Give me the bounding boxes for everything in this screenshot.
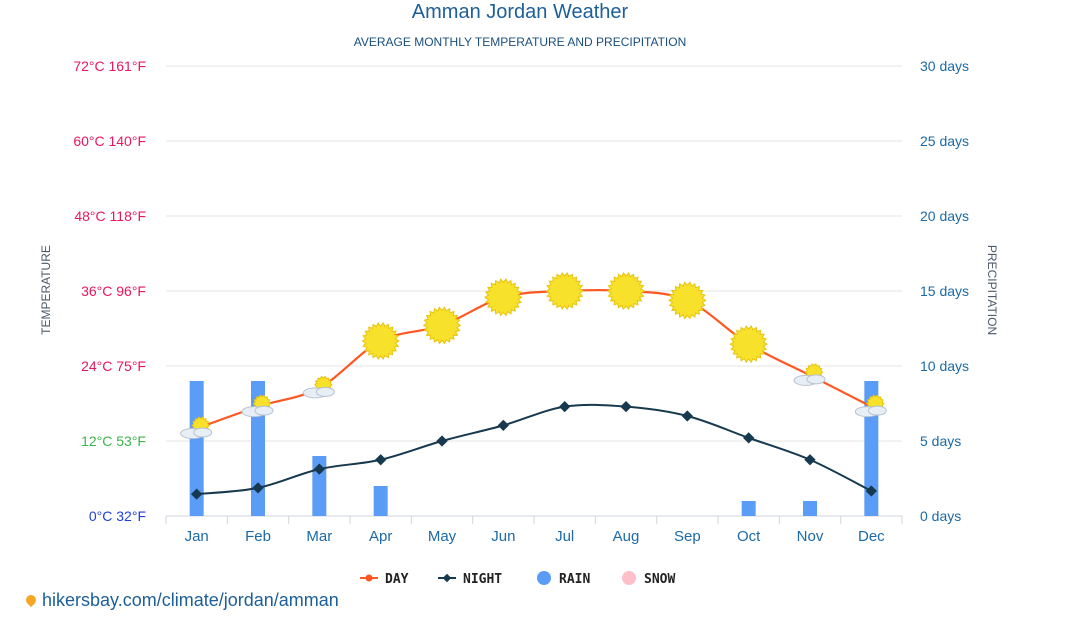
legend-marker-icon — [442, 573, 452, 583]
legend-item-night[interactable]: NIGHT — [438, 572, 502, 587]
legend-label: SNOW — [644, 572, 675, 587]
cloud-shape — [254, 405, 274, 416]
cloud-shape — [806, 374, 826, 385]
night-point — [497, 419, 509, 432]
night-point — [191, 488, 203, 500]
day-line — [196, 288, 872, 430]
x-tick-label: Oct — [737, 528, 761, 545]
sun-icon — [668, 281, 707, 320]
legend-label: DAY — [385, 572, 409, 587]
left-tick-label: 48°C 118°F — [74, 208, 146, 224]
legend-item-snow[interactable]: SNOW — [622, 571, 675, 587]
right-axis-title: PRECIPITATION — [985, 245, 999, 335]
left-axis-title: TEMPERATURE — [39, 245, 53, 335]
night-point — [559, 400, 571, 413]
night-point — [743, 432, 755, 444]
legend-item-day[interactable]: DAY — [360, 572, 409, 587]
legend-label: NIGHT — [463, 572, 502, 587]
x-tick-label: Nov — [797, 528, 824, 545]
x-tick-label: Sep — [674, 528, 701, 545]
left-tick-label: 72°C 161°F — [73, 58, 146, 74]
partly-cloudy-icon — [180, 416, 213, 439]
x-tick-label: May — [428, 528, 457, 545]
partly-cloudy-icon — [241, 394, 274, 418]
partly-cloudy-icon — [793, 363, 826, 386]
chart-title: Amman Jordan Weather — [412, 1, 629, 23]
source-link[interactable]: hikersbay.com/climate/jordan/amman — [23, 590, 339, 611]
x-tick-label: Apr — [369, 528, 392, 545]
x-tick-label: Jan — [185, 528, 209, 545]
sun-core — [430, 313, 454, 338]
left-tick-label: 0°C 32°F — [89, 508, 146, 524]
rain-bar — [803, 501, 817, 516]
x-tick-label: Jul — [555, 528, 574, 545]
chart-subtitle: AVERAGE MONTHLY TEMPERATURE AND PRECIPIT… — [354, 35, 687, 49]
right-tick-label: 5 days — [920, 433, 961, 449]
legend-label: RAIN — [559, 572, 590, 587]
cloud-shape — [315, 386, 335, 397]
x-tick-label: Feb — [245, 528, 271, 545]
legend-dot-icon — [622, 571, 636, 585]
right-tick-label: 0 days — [920, 508, 961, 524]
night-point — [865, 485, 877, 497]
sun-icon — [545, 271, 584, 311]
sun-core — [491, 285, 516, 309]
left-tick-label: 24°C 75°F — [81, 358, 146, 374]
cloud-shape — [193, 427, 213, 438]
night-point — [804, 454, 816, 466]
x-tick-label: Dec — [858, 528, 885, 545]
rain-bar — [741, 501, 756, 516]
sun-icon — [729, 325, 768, 364]
right-tick-label: 15 days — [920, 283, 969, 299]
night-point — [620, 400, 632, 413]
right-tick-label: 30 days — [920, 58, 969, 74]
left-tick-label: 60°C 140°F — [73, 133, 146, 149]
left-tick-label: 36°C 96°F — [81, 283, 146, 299]
right-tick-label: 10 days — [920, 358, 969, 374]
sun-core — [368, 329, 393, 353]
rain-bar — [189, 381, 204, 516]
rain-bars — [189, 381, 879, 516]
sun-core — [552, 279, 577, 303]
sun-icon — [484, 278, 523, 317]
rain-bar — [373, 486, 388, 516]
location-pin-icon — [23, 592, 39, 608]
legend-marker-icon — [365, 574, 373, 582]
night-point — [681, 410, 693, 422]
grid: 72°C 161°F 60°C 140°F 48°C 118°F 36°C 96°F 2… — [73, 58, 969, 545]
sun-icon — [422, 306, 462, 345]
night-point — [436, 435, 448, 447]
sun-core — [675, 288, 700, 313]
night-line — [196, 403, 872, 496]
legend-item-rain[interactable]: RAIN — [537, 571, 590, 587]
cloud-shape — [867, 405, 887, 416]
partly-cloudy-icon — [854, 394, 887, 418]
weather-icons — [180, 271, 887, 439]
sun-icon — [606, 271, 646, 311]
left-tick-label: 12°C 53°F — [81, 433, 146, 449]
x-tick-label: Jun — [491, 528, 515, 545]
sun-core — [614, 279, 638, 303]
legend[interactable]: DAY NIGHT RAIN SNOW — [360, 571, 675, 587]
sun-icon — [361, 321, 400, 361]
right-tick-label: 20 days — [920, 208, 969, 224]
night-point — [313, 463, 325, 475]
legend-dot-icon — [537, 571, 551, 585]
night-point — [375, 454, 387, 466]
sun-core — [736, 332, 761, 356]
night-point — [252, 482, 264, 494]
partly-cloudy-icon — [302, 375, 335, 399]
right-tick-label: 25 days — [920, 133, 969, 149]
source-text: hikersbay.com/climate/jordan/amman — [42, 590, 339, 610]
temperature-lines — [191, 288, 877, 500]
x-tick-label: Mar — [306, 528, 332, 545]
x-tick-label: Aug — [613, 528, 640, 545]
